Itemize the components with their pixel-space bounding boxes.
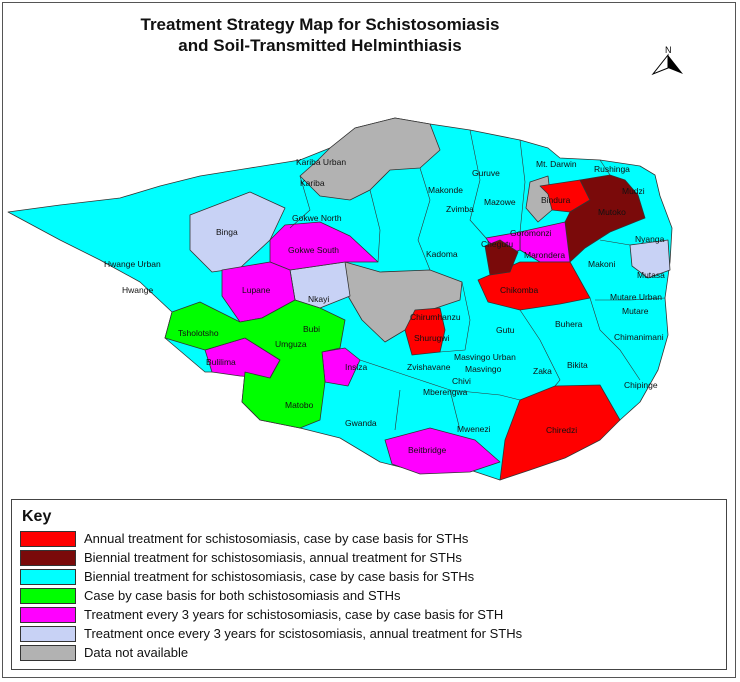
label-chiredzi: Chiredzi [546, 425, 577, 435]
label-nkayi: Nkayi [308, 294, 329, 304]
key-label: Biennial treatment for schistosomiasis, … [84, 550, 462, 565]
key-swatch [20, 531, 76, 547]
key-label: Treatment every 3 years for schistosomia… [84, 607, 504, 622]
label-shurugwi: Shurugwi [414, 333, 450, 343]
region-chikomba [477, 261, 591, 311]
label-beitbridge: Beitbridge [408, 445, 447, 455]
label-chegutu: Chegutu [481, 239, 513, 249]
label-nyanga: Nyanga [635, 234, 665, 244]
north-label: N [665, 45, 672, 55]
region-matabeleland-green [164, 299, 346, 429]
key-swatch [20, 645, 76, 661]
key-item: Treatment every 3 years for schistosomia… [20, 606, 724, 625]
label-gutu: Gutu [496, 325, 515, 335]
key-item: Biennial treatment for schistosomiasis, … [20, 549, 724, 568]
map-title: Treatment Strategy Map for Schistosomias… [60, 14, 580, 56]
label-masvingo-urban: Masvingo Urban [454, 352, 516, 362]
label-mudzi: Mudzi [622, 186, 645, 196]
label-hwange-urban: Hwange Urban [104, 259, 161, 269]
key-item: Data not available [20, 644, 724, 663]
map-key: Key Annual treatment for schistosomiasis… [11, 499, 727, 670]
label-matobo: Matobo [285, 400, 314, 410]
label-kariba-urban: Kariba Urban [296, 157, 346, 167]
label-buhera: Buhera [555, 319, 583, 329]
label-insiza: Insiza [345, 362, 367, 372]
label-lupane: Lupane [242, 285, 271, 295]
key-label: Annual treatment for schistosomiasis, ca… [84, 531, 469, 546]
label-bulilima: Bulilima [206, 357, 236, 367]
key-item: Biennial treatment for schistosomiasis, … [20, 568, 724, 587]
label-goromonzi: Goromonzi [510, 228, 552, 238]
label-chivi: Chivi [452, 376, 471, 386]
key-swatch [20, 588, 76, 604]
label-kadoma: Kadoma [426, 249, 458, 259]
label-mt-darwin: Mt. Darwin [536, 159, 577, 169]
label-gwanda: Gwanda [345, 418, 377, 428]
label-mutare-urban: Mutare Urban [610, 292, 662, 302]
label-gokwe-north: Gokwe North [292, 213, 342, 223]
label-mwenezi: Mwenezi [457, 424, 491, 434]
key-swatch [20, 550, 76, 566]
label-zvishavane: Zvishavane [407, 362, 451, 372]
label-makonde: Makonde [428, 185, 463, 195]
label-bubi: Bubi [303, 324, 320, 334]
key-label: Case by case basis for both schistosomia… [84, 588, 401, 603]
key-swatch [20, 569, 76, 585]
label-binga: Binga [216, 227, 238, 237]
title-line-2: and Soil-Transmitted Helminthiasis [178, 36, 462, 55]
region-beitbridge [384, 427, 501, 475]
label-masvingo: Masvingo [465, 364, 502, 374]
label-guruve: Guruve [472, 168, 500, 178]
key-item: Annual treatment for schistosomiasis, ca… [20, 530, 724, 549]
label-mutoko: Mutoko [598, 207, 626, 217]
key-swatch [20, 626, 76, 642]
key-label: Treatment once every 3 years for scistos… [84, 626, 523, 641]
label-chipinge: Chipinge [624, 380, 658, 390]
label-bikita: Bikita [567, 360, 588, 370]
key-title: Key [22, 508, 52, 525]
label-zaka: Zaka [533, 366, 552, 376]
label-umguza: Umguza [275, 339, 307, 349]
region-mutasa [629, 239, 671, 279]
region-mutoko-mudzi [564, 174, 646, 263]
key-item: Case by case basis for both schistosomia… [20, 587, 724, 606]
label-bindura: Bindura [541, 195, 571, 205]
label-zvimba: Zvimba [446, 204, 474, 214]
label-mutare: Mutare [622, 306, 649, 316]
title-line-1: Treatment Strategy Map for Schistosomias… [140, 15, 500, 34]
label-rushinga: Rushinga [594, 164, 630, 174]
region-chiredzi [499, 384, 621, 481]
key-label: Biennial treatment for schistosomiasis, … [84, 569, 475, 584]
label-makoni: Makoni [588, 259, 616, 269]
key-label: Data not available [84, 645, 189, 660]
key-item: Treatment once every 3 years for scistos… [20, 625, 724, 644]
label-tsholotsho: Tsholotsho [178, 328, 219, 338]
label-kariba: Kariba [300, 178, 325, 188]
label-gokwe-south: Gokwe South [288, 245, 339, 255]
region-binga [189, 191, 286, 273]
region-shurugwi [404, 307, 446, 356]
north-arrow-icon: N [651, 45, 683, 76]
region-chegutu-darkred [484, 239, 519, 276]
label-mberengwa: Mberengwa [423, 387, 468, 397]
label-chimanimani: Chimanimani [614, 332, 664, 342]
label-mazowe: Mazowe [484, 197, 516, 207]
key-swatch [20, 607, 76, 623]
label-chikomba: Chikomba [500, 285, 539, 295]
label-mutasa: Mutasa [637, 270, 665, 280]
zimbabwe-map: Kariba Urban Mt. Darwin Rushinga Kariba … [7, 117, 673, 481]
label-marondera: Marondera [524, 250, 565, 260]
label-chirumhanzu: Chirumhanzu [410, 312, 461, 322]
label-hwange: Hwange [122, 285, 153, 295]
